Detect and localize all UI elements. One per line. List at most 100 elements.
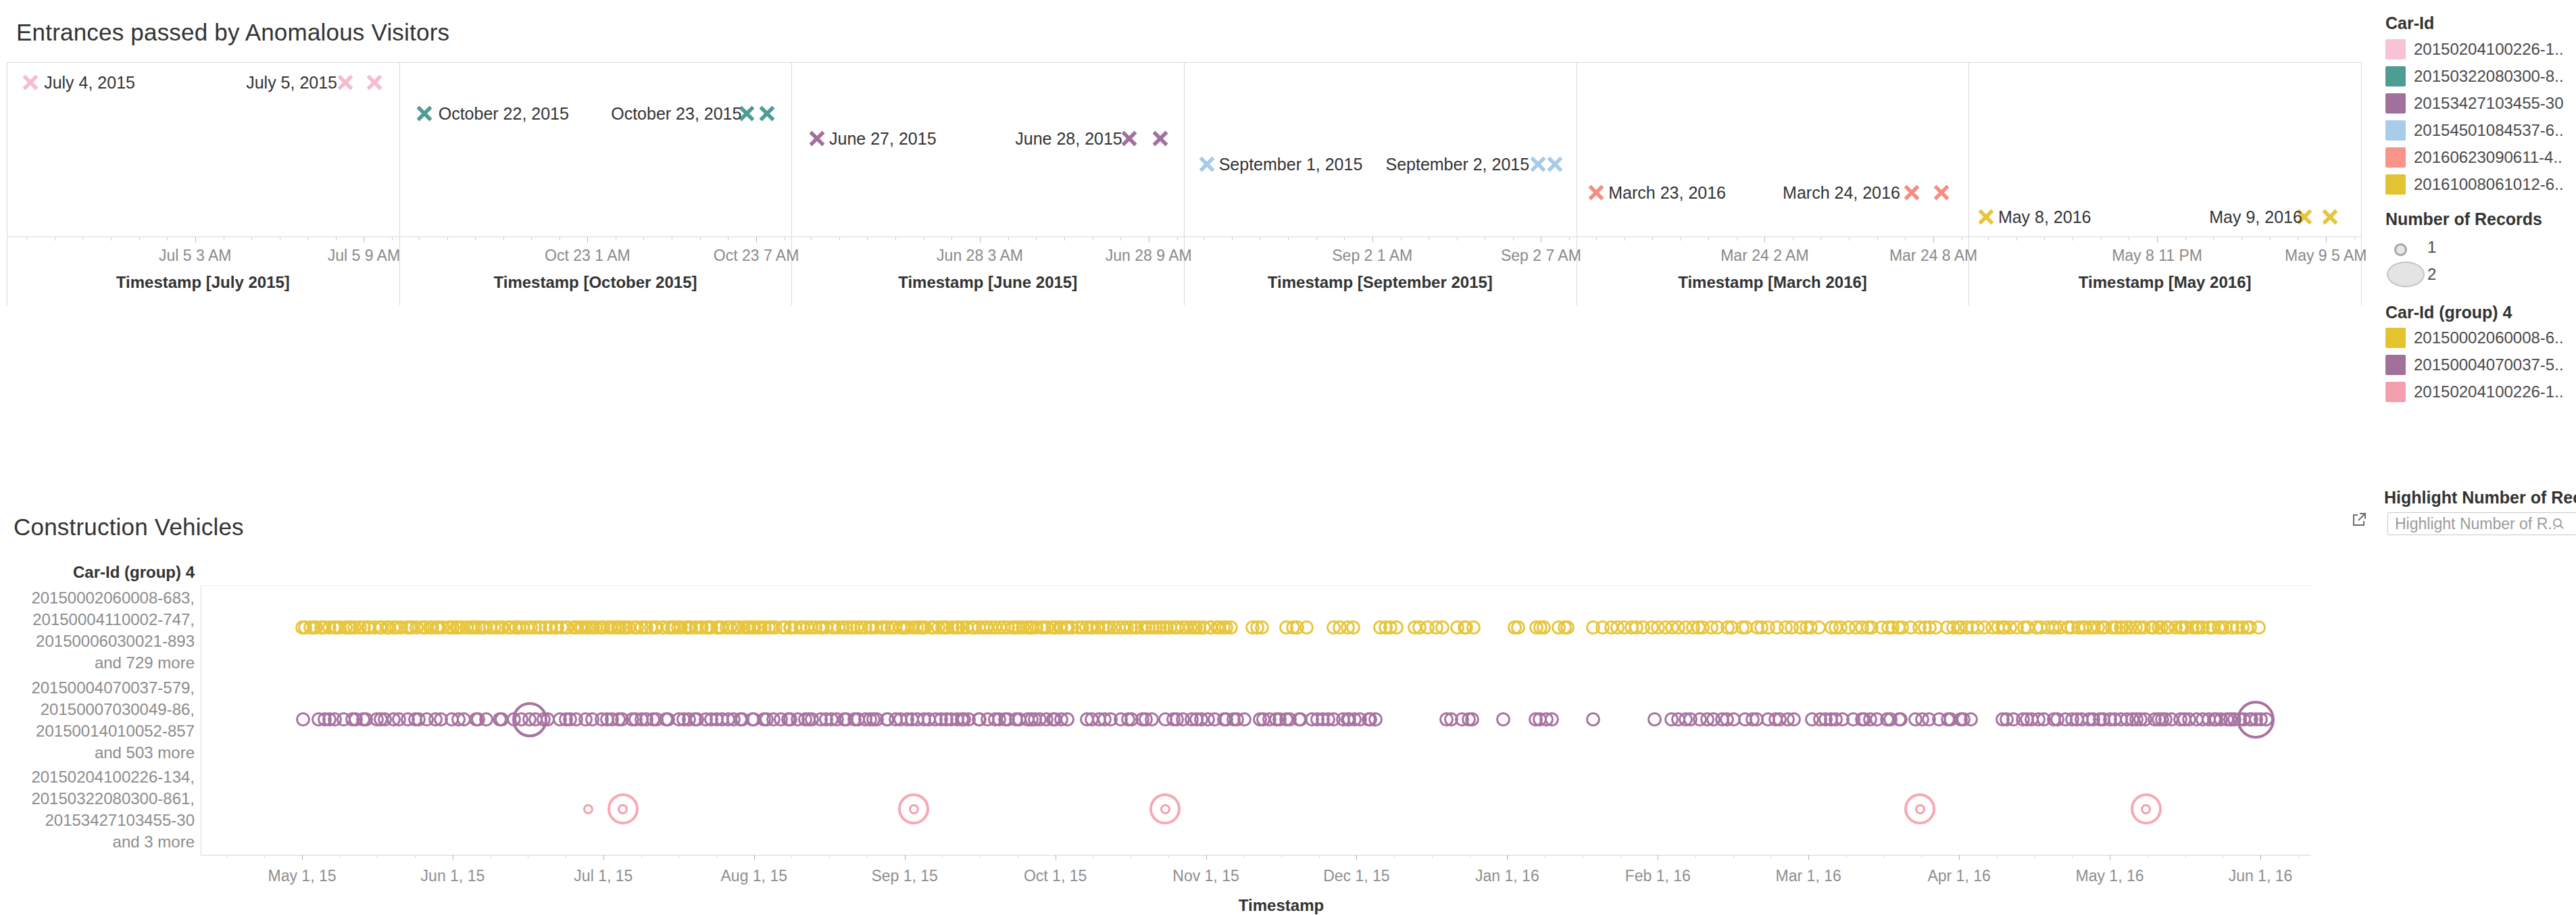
month-major-tick	[1206, 855, 1207, 860]
x-tick-label: Dec 1, 15	[1323, 867, 1389, 885]
month-minor-tick	[1319, 855, 1320, 858]
row-id-labels: 20150004070037-579,20150007030049-86,201…	[14, 677, 195, 764]
x-tick-label: Jul 1, 15	[574, 867, 633, 885]
data-point[interactable]	[2252, 620, 2266, 635]
legend-item-label: 20154501084537-6..	[2414, 121, 2564, 140]
legend-item-label: 20150002060008-6..	[2414, 328, 2564, 347]
legend-item-car-id-group[interactable]: 20150002060008-6..	[2385, 326, 2576, 351]
data-point[interactable]	[2141, 804, 2151, 814]
legend-item-car-id-group[interactable]: 20150204100226-1..	[2385, 380, 2576, 405]
dashboard: Entrances passed by Anomalous Visitors J…	[0, 0, 2576, 915]
data-point[interactable]	[1560, 620, 1575, 635]
data-point[interactable]	[1964, 712, 1978, 726]
legend-item-label: 20160623090611-4..	[2414, 148, 2562, 167]
legend-item-label: 20150004070037-5..	[2414, 355, 2564, 374]
data-point[interactable]	[583, 804, 593, 814]
month-minor-tick	[1770, 855, 1771, 858]
plot-bottom-border	[201, 855, 2311, 856]
data-point[interactable]	[909, 804, 919, 814]
month-minor-tick	[1620, 855, 1621, 858]
data-point[interactable]	[1812, 620, 1826, 635]
size-2-ring[interactable]	[2237, 701, 2275, 739]
size-2-ring[interactable]	[512, 702, 547, 737]
size-legend-label-1: 1	[2427, 238, 2436, 257]
month-major-tick	[1356, 855, 1357, 860]
data-point[interactable]	[1160, 804, 1170, 814]
row-id-labels: 20150204100226-134,20150322080300-861,20…	[14, 766, 195, 853]
legend-item-car-id[interactable]: 20153427103455-30	[2385, 92, 2576, 116]
data-point[interactable]	[1537, 620, 1551, 635]
x-tick-label: Oct 1, 15	[1024, 867, 1087, 885]
legend-title-car-id-group: Car-Id (group) 4	[2385, 303, 2512, 322]
month-major-tick	[754, 855, 755, 860]
data-point[interactable]	[1648, 712, 1662, 726]
x-tick-label: Jan 1, 16	[1475, 867, 1539, 885]
data-point[interactable]	[1511, 620, 1525, 635]
month-minor-tick	[641, 855, 642, 858]
legend-swatch	[2385, 355, 2406, 375]
data-point[interactable]	[296, 712, 310, 726]
month-minor-tick	[1846, 855, 1847, 858]
data-point[interactable]	[1586, 712, 1600, 726]
month-major-tick	[1959, 855, 1960, 860]
month-minor-tick	[340, 855, 341, 858]
plot-top-border	[201, 585, 2311, 586]
legend-swatch	[2385, 93, 2406, 114]
data-point[interactable]	[479, 712, 493, 726]
data-point[interactable]	[1915, 804, 1925, 814]
data-point[interactable]	[1435, 620, 1450, 635]
data-point[interactable]	[1465, 712, 1479, 726]
construction-vehicles-chart[interactable]: May 1, 15Jun 1, 15Jul 1, 15Aug 1, 15Sep …	[0, 0, 2372, 915]
x-tick-label: Feb 1, 16	[1625, 867, 1691, 885]
legend-item-car-id-group[interactable]: 20150004070037-5..	[2385, 353, 2576, 378]
data-point[interactable]	[1237, 712, 1252, 726]
legend-swatch	[2385, 39, 2406, 59]
data-point[interactable]	[618, 804, 628, 814]
month-minor-tick	[1921, 855, 1922, 858]
data-point[interactable]	[1224, 620, 1238, 635]
data-point[interactable]	[1545, 712, 1559, 726]
legend-item-car-id[interactable]: 20160623090611-4..	[2385, 146, 2576, 170]
size-legend-label-2: 2	[2427, 265, 2436, 284]
month-minor-tick	[227, 855, 228, 858]
search-icon	[2552, 517, 2565, 530]
legend-swatch	[2385, 328, 2406, 348]
month-major-tick	[603, 855, 604, 860]
month-minor-tick	[415, 855, 416, 858]
row-id-labels: 20150002060008-683,20150004110002-747,20…	[14, 587, 195, 674]
data-point[interactable]	[1060, 712, 1074, 726]
month-minor-tick	[716, 855, 717, 858]
legend-swatch	[2385, 382, 2406, 402]
size-legend-large-circle	[2387, 262, 2425, 287]
x-tick-label: Jun 1, 15	[421, 867, 485, 885]
month-major-tick	[2260, 855, 2261, 860]
legend-item-car-id[interactable]: 20150322080300-8..	[2385, 65, 2576, 89]
legend-item-label: 20150204100226-1..	[2414, 382, 2564, 401]
month-minor-tick	[1733, 855, 1734, 858]
legend-item-car-id[interactable]: 20150204100226-1..	[2385, 38, 2576, 62]
month-minor-tick	[377, 855, 378, 858]
data-point[interactable]	[1466, 620, 1481, 635]
x-tick-label: Apr 1, 16	[1927, 867, 1990, 885]
data-point[interactable]	[1893, 712, 1908, 726]
legend-item-label: 20161008061012-6..	[2414, 175, 2564, 194]
data-point[interactable]	[1787, 712, 1801, 726]
data-point[interactable]	[1368, 712, 1383, 726]
highlight-search-input[interactable]	[2387, 512, 2576, 535]
month-minor-tick	[1695, 855, 1696, 858]
data-point[interactable]	[1496, 712, 1510, 726]
month-minor-tick	[980, 855, 981, 858]
x-tick-label: Nov 1, 15	[1172, 867, 1239, 885]
month-minor-tick	[1243, 855, 1244, 858]
data-point[interactable]	[1255, 620, 1269, 635]
data-point[interactable]	[1145, 712, 1159, 726]
legend-item-label: 20150322080300-8..	[2414, 67, 2564, 86]
data-point[interactable]	[1389, 620, 1404, 635]
legend-item-car-id[interactable]: 20154501084537-6..	[2385, 119, 2576, 143]
legend-swatch	[2385, 174, 2406, 195]
data-point[interactable]	[1299, 620, 1314, 635]
data-point[interactable]	[1346, 620, 1360, 635]
legend-swatch	[2385, 120, 2406, 141]
legend-item-car-id[interactable]: 20161008061012-6..	[2385, 173, 2576, 197]
legend-title-car-id: Car-Id	[2385, 14, 2434, 33]
